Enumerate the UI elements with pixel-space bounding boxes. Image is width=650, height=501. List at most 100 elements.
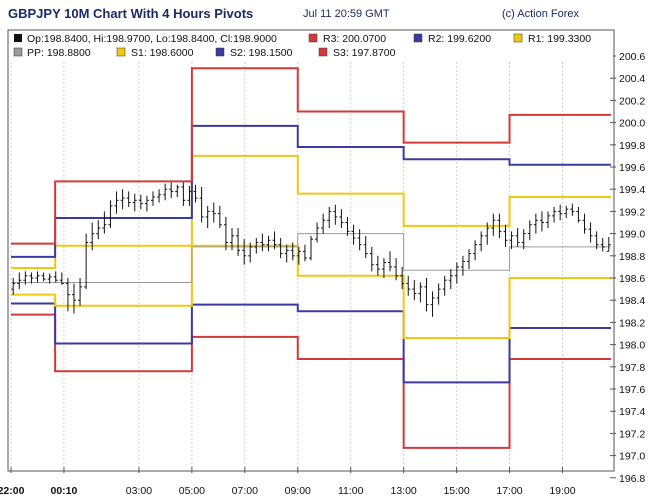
ohlc-bar bbox=[339, 209, 344, 229]
ohlc-bar bbox=[460, 255, 465, 276]
ohlc-bar bbox=[491, 213, 496, 236]
y-tick-label: 199.8 bbox=[619, 140, 645, 152]
x-tick-label: 19:00 bbox=[549, 485, 575, 497]
legend-label-r1: R1: 199.3300 bbox=[528, 33, 591, 45]
ohlc-bar bbox=[576, 206, 581, 223]
ohlc-bar bbox=[114, 191, 119, 214]
x-tick-label: 09:00 bbox=[285, 485, 311, 497]
chart-timestamp: Jul 11 20:59 GMT bbox=[303, 8, 390, 20]
ohlc-bar bbox=[424, 278, 429, 312]
legend: Op:198.8400, Hi:198.9700, Lo:198.8400, C… bbox=[9, 31, 613, 62]
ohlc-bar bbox=[375, 255, 380, 276]
ohlc-bar bbox=[582, 213, 587, 234]
ohlc-bar bbox=[558, 204, 563, 221]
legend-swatch-s3 bbox=[318, 47, 328, 57]
ohlc-bar bbox=[546, 211, 551, 229]
ohlc-bar bbox=[53, 271, 58, 283]
legend-swatch-r2 bbox=[413, 33, 423, 43]
ohlc-bar bbox=[430, 291, 435, 317]
ohlc-bar bbox=[29, 272, 34, 284]
y-tick-label: 197.4 bbox=[619, 406, 645, 418]
legend-label-pp: PP: 198.8800 bbox=[27, 47, 91, 59]
legend-label-s2: S2: 198.1500 bbox=[230, 47, 293, 59]
y-tick-label: 200.0 bbox=[619, 118, 645, 130]
x-tick-label: 03:00 bbox=[126, 485, 152, 497]
legend-label-s1: S1: 198.6000 bbox=[131, 47, 194, 59]
ohlc-bar bbox=[266, 235, 271, 252]
ohlc-bar bbox=[606, 236, 611, 252]
ohlc-bar bbox=[175, 184, 180, 197]
ohlc-bar bbox=[169, 182, 174, 199]
y-tick-label: 197.8 bbox=[619, 362, 645, 374]
ohlc-bar bbox=[157, 189, 162, 203]
y-tick-label: 200.2 bbox=[619, 95, 645, 107]
x-tick-label: 05:00 bbox=[179, 485, 205, 497]
ohlc-bar bbox=[284, 244, 289, 263]
ohlc-bar bbox=[211, 202, 216, 223]
ohlc-bar bbox=[394, 258, 399, 281]
ohlc-bar bbox=[594, 231, 599, 250]
ohlc-bar bbox=[485, 222, 490, 245]
ohlc-bar bbox=[369, 246, 374, 272]
ohlc-bar bbox=[418, 282, 423, 303]
ohlc-bar bbox=[381, 258, 386, 278]
y-tick-label: 198.6 bbox=[619, 273, 645, 285]
ohlc-bar bbox=[217, 205, 222, 229]
ohlc-bar bbox=[388, 251, 393, 272]
ohlc-bar bbox=[163, 183, 168, 201]
y-tick-label: 198.4 bbox=[619, 295, 645, 307]
ohlc-bar bbox=[254, 238, 259, 254]
ohlc-bar bbox=[132, 193, 137, 212]
ohlc-bar bbox=[59, 272, 64, 285]
ohlc-bar bbox=[260, 233, 265, 252]
ohlc-bar bbox=[473, 240, 478, 261]
y-tick-label: 200.4 bbox=[619, 73, 645, 85]
legend-label-s3: S3: 197.8700 bbox=[333, 47, 396, 59]
ohlc-bar bbox=[406, 275, 411, 296]
ohlc-swatch bbox=[14, 34, 22, 42]
y-tick-label: 198.8 bbox=[619, 251, 645, 263]
pivot-line-r3 bbox=[11, 67, 611, 245]
x-axis: 22:00 00:10 03:00 05:00 07:00 09:00 11:00 13:00… bbox=[0, 467, 576, 497]
ohlc-bar bbox=[242, 239, 247, 265]
y-tick-label: 198.2 bbox=[619, 317, 645, 329]
legend-swatch-s1 bbox=[116, 47, 126, 57]
price-bars bbox=[11, 182, 611, 317]
ohlc-bar bbox=[236, 228, 241, 256]
y-tick-label: 199.2 bbox=[619, 206, 645, 218]
ohlc-bar bbox=[71, 283, 76, 314]
ohlc-bar bbox=[120, 189, 125, 210]
ohlc-bar bbox=[357, 229, 362, 251]
ohlc-bar bbox=[78, 278, 83, 306]
ohlc-bar bbox=[144, 195, 149, 212]
x-tick-label: 00:10 bbox=[51, 485, 78, 497]
ohlc-bar bbox=[497, 213, 502, 239]
ohlc-bar bbox=[47, 273, 52, 284]
y-tick-label: 196.8 bbox=[619, 473, 645, 485]
ohlc-bar bbox=[503, 224, 508, 247]
ohlc-bar bbox=[11, 278, 16, 295]
ohlc-bar bbox=[65, 278, 70, 312]
legend-swatch-pp bbox=[13, 47, 23, 57]
y-tick-label: 197.0 bbox=[619, 451, 645, 463]
ohlc-bar bbox=[600, 238, 605, 252]
ohlc-bar bbox=[41, 272, 46, 282]
ohlc-bar bbox=[479, 231, 484, 252]
ohlc-bar bbox=[278, 238, 283, 259]
pivot-line-pp bbox=[11, 233, 611, 283]
ohlc-bar bbox=[302, 244, 307, 262]
pivot-lines bbox=[11, 67, 611, 449]
y-tick-label: 199.0 bbox=[619, 229, 645, 241]
ohlc-bar bbox=[467, 249, 472, 270]
ohlc-bar bbox=[84, 233, 89, 290]
ohlc-bar bbox=[412, 280, 417, 301]
ohlc-bar bbox=[539, 211, 544, 232]
legend-label-r3: R3: 200.0700 bbox=[323, 33, 386, 45]
ohlc-bar bbox=[442, 275, 447, 296]
ohlc-bar bbox=[454, 262, 459, 284]
ohlc-bar bbox=[515, 228, 520, 247]
legend-swatch-r3 bbox=[308, 33, 318, 43]
legend-swatch-r1 bbox=[513, 33, 523, 43]
y-tick-label: 200.6 bbox=[619, 51, 645, 63]
